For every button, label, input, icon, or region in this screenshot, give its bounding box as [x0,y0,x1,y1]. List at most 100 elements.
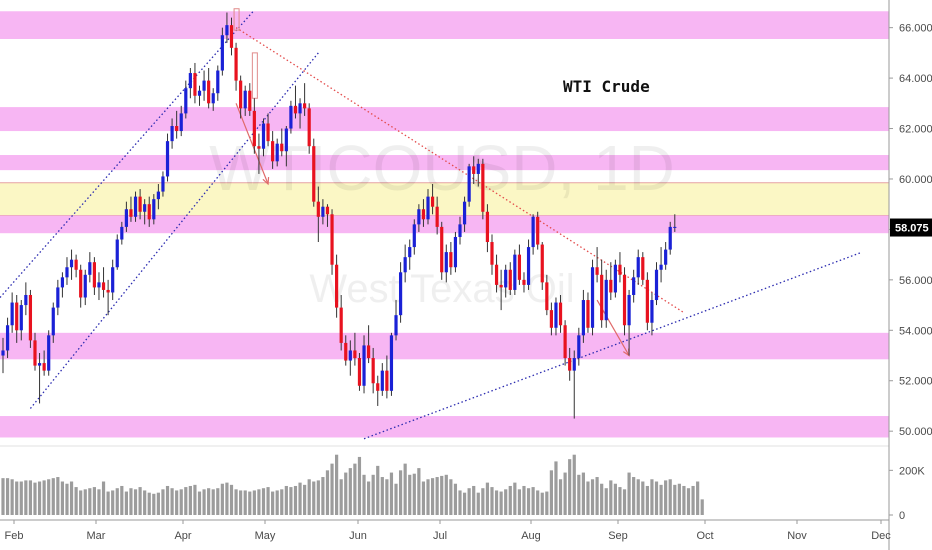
candle [558,294,563,333]
candle [51,302,55,343]
volume-bar [613,483,617,515]
candle [522,272,526,293]
volume-bar [266,487,270,515]
volume-bar [371,474,375,515]
candle [165,133,170,182]
candle [531,214,535,255]
volume-bar [124,491,128,515]
volume-bar [673,484,677,515]
volume-bar [558,479,563,515]
volume-bar [590,479,595,515]
volume-bar [517,489,522,515]
candle [609,262,613,301]
volume-bar [353,463,357,515]
volume-bar [467,488,471,515]
volume-bar [508,485,512,515]
candle [622,267,627,336]
volume-bar [472,485,476,515]
volume-bar [225,482,229,515]
chart-title: WTI Crude [563,77,650,96]
candle [19,300,23,341]
candle [129,196,133,222]
candle [426,189,430,225]
volume-bar [545,491,549,515]
candle [618,252,622,283]
time-axis[interactable]: Feb Mar Apr May Jun Jul Aug Sep Oct Nov Dec [0,519,891,542]
volume-bar [632,477,636,515]
volume-bar [152,493,156,515]
candle [485,204,490,253]
candle [476,158,480,187]
volume-bar [88,488,92,515]
candle [170,118,174,149]
volume-bar [700,499,704,515]
candle [234,42,238,91]
candle [65,257,69,285]
volume-bar [664,480,668,515]
volume-bar [677,483,681,515]
candle [664,242,668,270]
volume-bar [339,479,343,515]
volume-bar [184,487,188,515]
volume-bar [449,479,453,515]
candle [398,262,403,323]
volume-bar [303,484,307,515]
candle [572,350,576,419]
candle [595,247,599,283]
volume-bar [499,491,503,515]
volume-bar [138,487,142,515]
volume-bar [243,490,247,515]
volume-bar [394,483,398,515]
candle [449,242,453,275]
volume-bar [229,484,234,515]
volume-bar [540,492,544,515]
volume-bar [284,485,288,515]
price-axis[interactable]: 66.00064.00062.00060.00058.00056.00054.0… [888,0,932,550]
volume-bar [417,468,421,515]
volume-bar [188,485,192,515]
candle [321,199,325,225]
volume-bar [97,489,101,515]
volume-bar [197,491,202,515]
candle [367,325,371,364]
candle [229,17,234,56]
volume-bar [15,481,19,515]
volume-bar [348,468,352,515]
volume-bar [298,482,302,515]
month-label: Oct [696,530,713,542]
price-tick-label: 54.000 [899,325,932,337]
volume-bar [60,481,65,515]
candle [152,194,156,225]
candle [156,184,160,210]
candle [179,105,183,137]
volume-bar [156,492,160,515]
volume-bar [211,489,215,515]
candle [545,274,549,316]
volume-bar [193,484,197,515]
month-label: Jul [433,530,447,542]
candles-layer [1,12,677,419]
candle [266,113,270,147]
candle [47,330,51,376]
volume-bar [252,490,256,515]
volume-bar [430,478,435,515]
candle [504,264,508,298]
month-label: Jun [349,530,367,542]
price-tick-label: 66.000 [899,23,932,35]
candle [357,352,362,391]
candle [298,98,302,129]
volume-bar [622,489,627,515]
month-label: Apr [174,530,191,542]
candle [312,138,316,207]
support-resistance-zone [0,332,889,360]
volume-bar [330,463,334,515]
volume-bar [462,492,467,515]
volume-bar [42,480,46,515]
price-tick-label: 64.000 [899,73,932,85]
month-label: Nov [787,530,807,542]
last-price-label: 58.075 [895,223,929,235]
volume-bar [133,489,138,515]
candle [60,272,65,298]
